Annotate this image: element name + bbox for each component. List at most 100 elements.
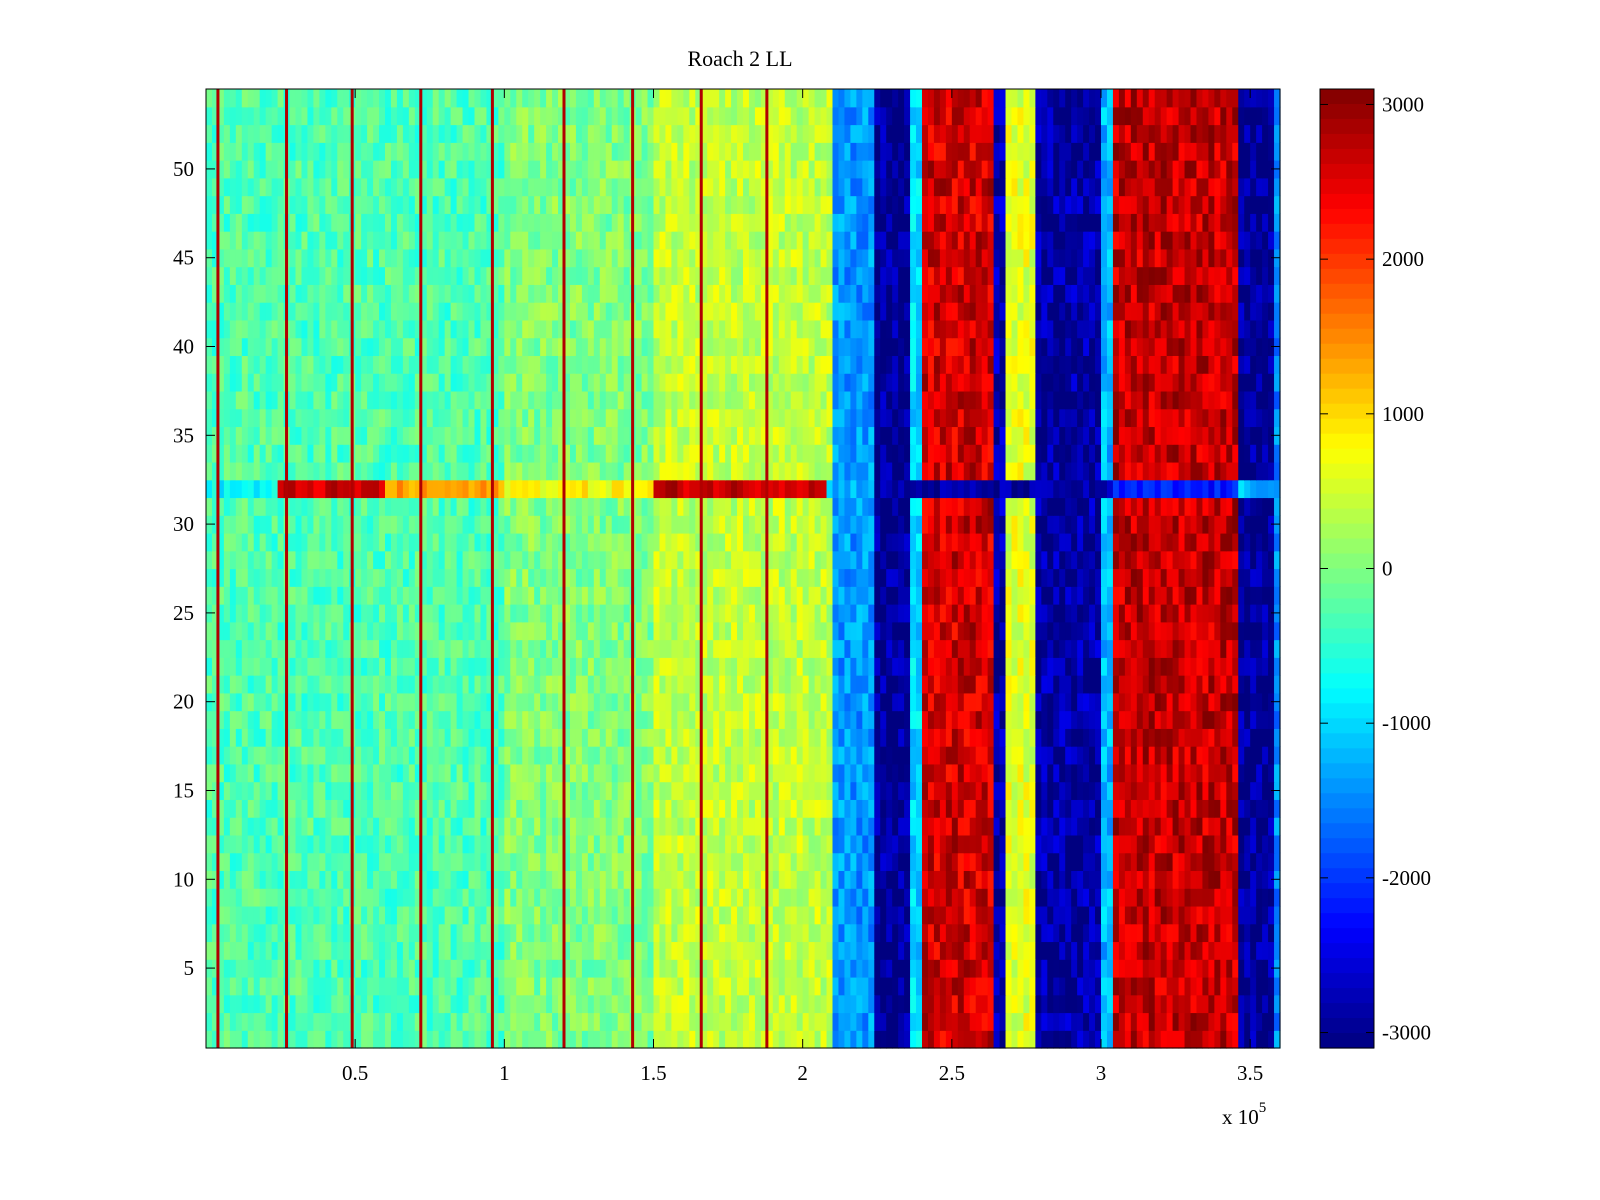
heatmap-cell [635, 923, 643, 943]
heatmap-cell [331, 923, 338, 943]
heatmap-cell [1089, 763, 1096, 783]
heatmap-cell [933, 817, 941, 836]
heatmap-cell [444, 621, 452, 641]
heatmap-cell [462, 959, 470, 978]
heatmap-cell [737, 941, 744, 960]
heatmap-cell [301, 657, 309, 676]
heatmap-cell [516, 870, 523, 889]
heatmap-cell [862, 994, 869, 1014]
heatmap-cell [211, 639, 219, 658]
heatmap-cell [462, 604, 470, 623]
heatmap-cell [605, 852, 613, 872]
heatmap-cell [420, 728, 428, 747]
heatmap-cell [1071, 604, 1078, 623]
heatmap-cell [474, 692, 482, 712]
heatmap-cell [271, 923, 279, 943]
heatmap-cell [1130, 799, 1138, 818]
heatmap-cell [599, 799, 607, 818]
heatmap-cell [1005, 1030, 1013, 1049]
heatmap-cell [492, 888, 499, 907]
heatmap-cell [927, 639, 935, 658]
heatmap-cell [683, 657, 690, 676]
heatmap-cell [379, 675, 386, 694]
heatmap-cell [468, 657, 476, 676]
heatmap-cell [1059, 976, 1066, 996]
heatmap-cell [1130, 621, 1138, 641]
heatmap-cell [808, 781, 816, 800]
heatmap-cell [1136, 568, 1144, 587]
heatmap-cell [289, 923, 297, 943]
heatmap-cell [575, 888, 583, 907]
heatmap-cell [450, 959, 458, 978]
heatmap-cell [361, 604, 368, 623]
heatmap-cell [444, 870, 452, 889]
heatmap-cell [331, 905, 338, 925]
heatmap-cell [856, 888, 863, 907]
heatmap-cell [1244, 746, 1251, 765]
heatmap-cell [868, 941, 875, 960]
heatmap-cell [1011, 817, 1019, 836]
heatmap-cell [540, 675, 547, 694]
heatmap-cell [665, 692, 672, 712]
heatmap-cell [361, 905, 368, 925]
heatmap-cell [1172, 941, 1180, 960]
heatmap-cell [993, 923, 1001, 943]
heatmap-cell [677, 994, 684, 1014]
heatmap-cell [1274, 728, 1281, 747]
heatmap-cell [522, 568, 529, 587]
heatmap-cell [480, 728, 488, 747]
heatmap-cell [229, 959, 237, 978]
heatmap-cell [468, 728, 476, 747]
heatmap-cell [719, 799, 726, 818]
heatmap-cell [731, 905, 738, 925]
heatmap-cell [844, 817, 851, 836]
heatmap-cell [343, 976, 350, 996]
heatmap-cell [754, 852, 762, 872]
heatmap-cell [259, 550, 267, 570]
heatmap-cell [1196, 781, 1204, 800]
heatmap-cell [1184, 905, 1192, 925]
heatmap-cell [587, 639, 595, 658]
heatmap-cell [1112, 657, 1120, 676]
heatmap-cell [1130, 852, 1138, 872]
heatmap-cell [910, 692, 917, 712]
heatmap-cell [373, 870, 380, 889]
heatmap-cell [259, 657, 267, 676]
heatmap-cell [778, 976, 786, 996]
heatmap-cell [1053, 586, 1060, 605]
heatmap-cell [450, 852, 458, 872]
heatmap-cell [927, 1012, 935, 1031]
heatmap-cell [367, 852, 374, 872]
heatmap-cell [1101, 568, 1108, 587]
heatmap-cell [1244, 888, 1251, 907]
heatmap-cell [462, 976, 470, 996]
heatmap-cell [593, 834, 601, 854]
heatmap-cell [617, 1012, 625, 1031]
heatmap-cell [223, 710, 231, 729]
heatmap-cell [1011, 621, 1019, 641]
heatmap-cell [564, 870, 571, 889]
heatmap-cell [1065, 728, 1072, 747]
heatmap-cell [1274, 994, 1281, 1014]
heatmap-cell [528, 728, 535, 747]
heatmap-cell [802, 746, 810, 765]
heatmap-cell [569, 1030, 577, 1049]
heatmap-cell [796, 1030, 804, 1049]
heatmap-cell [1190, 710, 1198, 729]
heatmap-cell [498, 568, 505, 587]
heatmap-cell [1130, 728, 1138, 747]
heatmap-cell [1118, 639, 1126, 658]
heatmap-cell [599, 763, 607, 783]
heatmap-cell [438, 941, 446, 960]
heatmap-cell [880, 834, 887, 854]
heatmap-cell [390, 639, 398, 658]
heatmap-cell [426, 621, 434, 641]
heatmap-cell [910, 639, 917, 658]
heatmap-cell [922, 675, 929, 694]
heatmap-cell [856, 604, 863, 623]
heatmap-cell [969, 746, 977, 765]
heatmap-cell [307, 976, 314, 996]
heatmap-cell [743, 976, 750, 996]
heatmap-cell [1118, 1012, 1126, 1031]
heatmap-cell [748, 763, 756, 783]
